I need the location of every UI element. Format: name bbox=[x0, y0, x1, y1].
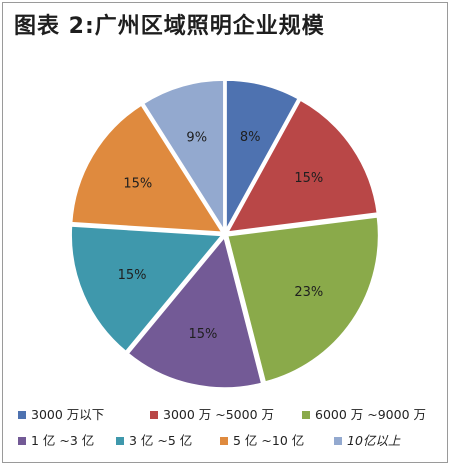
pie-labels: 8% 15% 23% 15% 15% 15% 9% bbox=[118, 130, 324, 342]
pie-slice-label-3: 15% bbox=[188, 327, 217, 342]
legend-item-1: 3000 万 ~5000 万 bbox=[150, 408, 274, 422]
legend-item-6: 10亿以上 bbox=[334, 434, 400, 448]
pie-slice-label-0: 8% bbox=[240, 130, 261, 145]
legend-item-5: 5 亿 ~10 亿 bbox=[220, 434, 304, 448]
pie-slice-3 bbox=[125, 233, 264, 390]
legend-swatch-1 bbox=[150, 411, 158, 419]
legend-item-4: 3 亿 ~5 亿 bbox=[116, 434, 192, 448]
legend-label-0: 3000 万以下 bbox=[31, 407, 105, 422]
pie-slice-2 bbox=[225, 214, 381, 385]
legend-item-3: 1 亿 ~3 亿 bbox=[18, 434, 94, 448]
pie-slice-0 bbox=[224, 78, 301, 233]
legend-item-0: 3000 万以下 bbox=[18, 408, 104, 422]
pie-slice-label-1: 15% bbox=[294, 171, 323, 186]
pie-slice-label-6: 9% bbox=[186, 131, 207, 146]
legend-swatch-5 bbox=[220, 437, 228, 445]
legend-label-3: 1 亿 ~3 亿 bbox=[31, 433, 95, 448]
pie-slice-6 bbox=[141, 78, 226, 236]
legend-label-4: 3 亿 ~5 亿 bbox=[129, 433, 193, 448]
legend-swatch-0 bbox=[18, 411, 26, 419]
legend-label-2: 6000 万 ~9000 万 bbox=[315, 407, 427, 422]
legend-swatch-6 bbox=[334, 437, 342, 445]
legend-swatch-4 bbox=[116, 437, 124, 445]
legend-label-5: 5 亿 ~10 亿 bbox=[233, 433, 305, 448]
pie-slices bbox=[69, 78, 381, 390]
pie-slice-1 bbox=[224, 97, 380, 235]
pie-slice-label-4: 15% bbox=[118, 268, 147, 283]
pie-slice-4 bbox=[69, 224, 226, 354]
legend-label-1: 3000 万 ~5000 万 bbox=[163, 407, 275, 422]
legend-swatch-2 bbox=[302, 411, 310, 419]
pie-slice-label-5: 15% bbox=[123, 176, 152, 191]
chart-title: 图表 2:广州区域照明企业规模 bbox=[14, 14, 325, 39]
pie-slice-5 bbox=[69, 102, 226, 235]
legend-item-2: 6000 万 ~9000 万 bbox=[302, 408, 426, 422]
legend-label-6: 10亿以上 bbox=[347, 433, 401, 448]
pie-slice-label-2: 23% bbox=[294, 285, 323, 300]
legend-swatch-3 bbox=[18, 437, 26, 445]
